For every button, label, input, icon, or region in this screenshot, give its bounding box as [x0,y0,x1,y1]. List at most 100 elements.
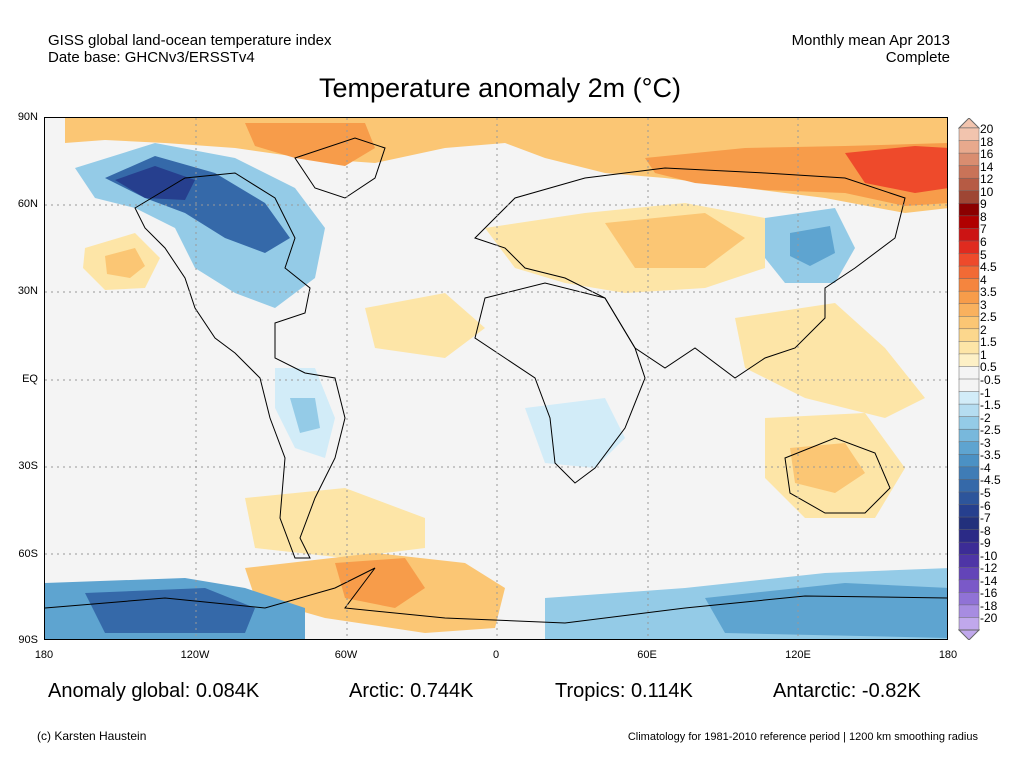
colorbar-tick-label: 2.5 [980,310,997,325]
colorbar-tick-label: -18 [980,598,998,613]
colorbar-swatch [958,265,980,280]
colorbar-tick-label: 1.5 [980,335,997,350]
colorbar-tick-label: 16 [980,147,994,162]
colorbar-tick-label: 2 [980,322,987,337]
colorbar-swatch [958,290,980,305]
coastlines [45,137,947,624]
colorbar-tick-label: -3 [980,435,991,450]
colorbar-tick-label: 5 [980,247,987,262]
anomaly-southatlantic-warm [245,488,425,558]
colorbar-swatch [958,165,980,179]
period-label: Monthly mean Apr 2013 [791,32,950,49]
colorbar-tick-label: -3.5 [980,448,1001,463]
colorbar-tick-label: 8 [980,209,987,224]
anomaly-atlantic-warm [365,293,485,358]
colorbar-swatch [958,617,980,631]
colorbar-tick-label: 0.5 [980,360,997,375]
stat-global: Anomaly global: 0.084K [48,680,260,702]
greenland-coastline [294,137,386,199]
climatology-note: Climatology for 1981-2010 reference peri… [627,731,978,743]
anomaly-eastasia-cold-core [790,226,835,266]
colorbar-swatch [958,441,980,456]
anomaly-africa-cold [525,398,625,468]
colorbar-tick-label: -7 [980,511,991,526]
colorbar-tick-label: 10 [980,184,994,199]
colorbar-tick-label: -16 [980,586,998,601]
colorbar-swatch [958,454,980,468]
colorbar-tick-label: -14 [980,573,998,588]
colorbar-swatch [958,190,980,205]
colorbar-tick-label: -2.5 [980,423,1001,438]
colorbar-tick-label: 3 [980,297,987,312]
colorbar-tick-label: 12 [980,172,994,187]
data-base-label: Date base: GHCNv3/ERSSTv4 [48,49,255,66]
lon-label-120w: 120W [180,649,210,661]
colorbar-swatch [958,529,980,543]
colorbar-tick-label: -1.5 [980,398,1001,413]
colorbar-swatch [958,378,980,393]
colorbar-swatch [958,554,980,569]
colorbar-swatch [958,240,980,255]
colorbar-tick-label: -10 [980,548,998,563]
lon-label-180e: 180 [938,649,958,661]
colorbar-tick-label: 3.5 [980,285,997,300]
colorbar-tick-label: -1 [980,385,991,400]
lat-label-30s: 30S [18,460,38,472]
americas-coastline [134,172,346,559]
temperature-map [44,117,948,640]
lat-label-60n: 60N [17,198,38,210]
lat-label-30n: 30N [17,285,38,297]
colorbar-tick-label: 20 [980,122,994,136]
colorbar-swatch [958,316,980,330]
colorbar-swatch [958,479,980,493]
colorbar-swatch [958,604,980,619]
colorbar-swatch [958,328,980,343]
colorbar-tick-label: -4.5 [980,473,1001,488]
dataset-title: GISS global land-ocean temperature index [48,32,332,49]
lat-label-90s: 90S [18,634,38,646]
colorbar-tick-label: -0.5 [980,373,1001,387]
australia-coastline [784,437,891,514]
lat-label-eq: EQ [22,373,38,385]
colorbar-swatch [958,215,980,230]
stat-antarctic: Antarctic: -0.82K [773,680,921,702]
colorbar-tick-label: 4 [980,272,987,287]
colorbar-swatch [958,541,980,556]
lon-label-60e: 60E [637,649,657,661]
colorbar-tick-label: 1 [980,347,987,362]
colorbar-swatch [958,228,980,242]
colorbar-swatch [958,567,980,581]
colorbar-swatch [958,253,980,267]
map-canvas [45,118,947,639]
colorbar-bottom-arrow [958,629,980,640]
lon-label-0: 0 [492,649,500,661]
map-grid [45,118,947,639]
colorbar-swatch [958,303,980,317]
colorbar-tick-label: 6 [980,234,987,249]
anomaly-antarctic-cold-west-core [85,588,255,633]
colorbar-top-arrow [958,118,980,129]
colorbar-tick-label: -8 [980,523,991,538]
map-title: Temperature anomaly 2m (°C) [319,73,681,103]
credit-text: (c) Karsten Haustein [37,729,147,743]
colorbar-tick-label: 14 [980,159,994,174]
colorbar-tick-label: -12 [980,561,998,576]
lat-label-60s: 60S [18,548,38,560]
lon-label-60w: 60W [334,649,358,661]
colorbar-tick-label: -6 [980,498,991,513]
colorbar-swatch [958,177,980,192]
colorbar-swatch [958,592,980,606]
colorbar-swatch [958,491,980,506]
colorbar-tick-label: -5 [980,485,991,500]
colorbar-swatch [958,516,980,531]
africa-coastline [474,282,646,484]
colorbar-swatch [958,140,980,154]
colorbar-tick-label: 7 [980,222,987,237]
colorbar-tick-label: -20 [980,611,998,626]
colorbar-tick-label: -4 [980,460,991,475]
colorbar-tick-label: -9 [980,536,991,551]
completeness-label: Complete [885,49,950,66]
colorbar-swatch [958,366,980,380]
colorbar-swatch [958,353,980,368]
colorbar-tick-label: 4.5 [980,260,997,275]
